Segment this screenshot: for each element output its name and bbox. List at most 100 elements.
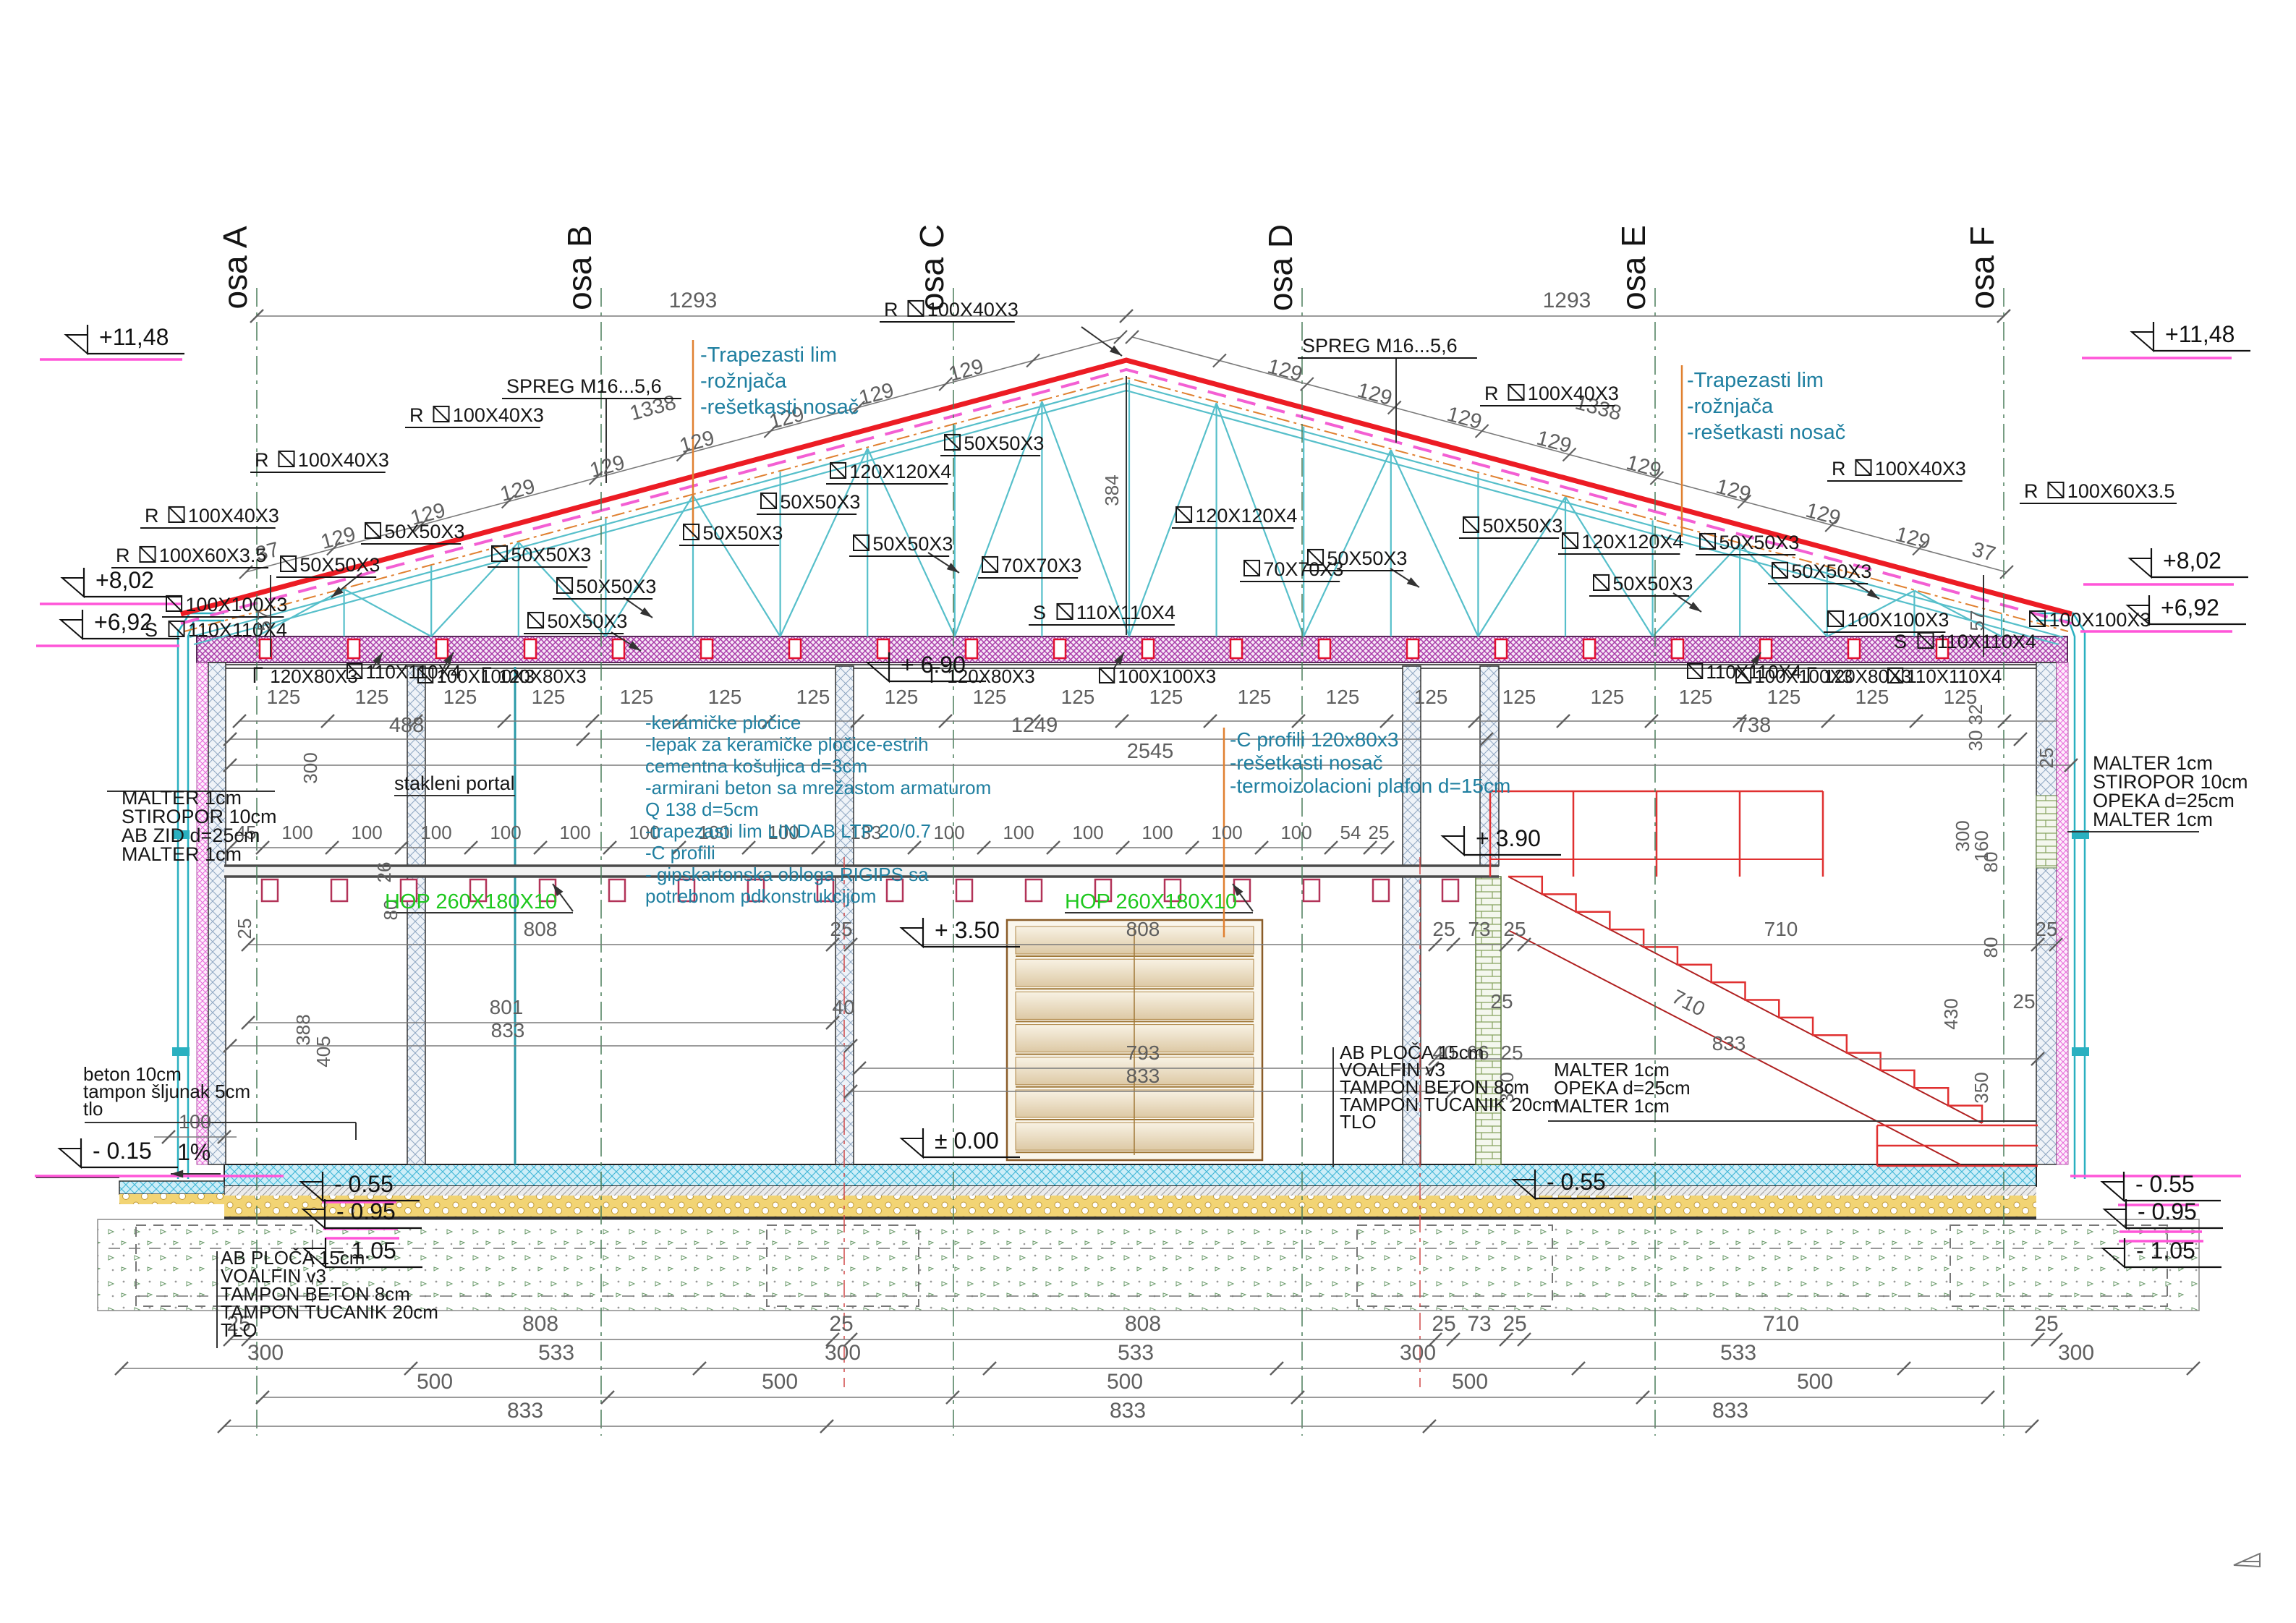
svg-text:50X50X3: 50X50X3 [1791, 561, 1871, 582]
svg-text:100X100X3: 100X100X3 [1118, 665, 1216, 687]
opeka-callout-line-0: MALTER 1cm [1554, 1059, 1670, 1081]
underband-label-4: 120X80X3 [930, 665, 1035, 687]
dim-line-5 [241, 937, 2063, 952]
exterior-apron [119, 1180, 225, 1195]
svg-text:129: 129 [318, 523, 358, 554]
room-label-4: 833 [1126, 1065, 1160, 1087]
svg-text:80: 80 [380, 900, 401, 921]
svg-text:+ 3.90: + 3.90 [1476, 825, 1541, 851]
svg-text:488: 488 [389, 714, 424, 737]
svg-text:S: S [145, 619, 158, 641]
svg-text:350: 350 [1496, 1072, 1518, 1103]
svg-text:120X120X4: 120X120X4 [1195, 505, 1297, 527]
gal-label-6: 100 [629, 822, 660, 843]
svg-text:110X110X4: 110X110X4 [1906, 665, 2002, 687]
svg-text:32: 32 [1965, 704, 1986, 725]
vdims-label-14: 430 [1940, 998, 1962, 1029]
brick-column [1475, 876, 1502, 1165]
room-label-0: 801 [490, 996, 524, 1018]
svg-text:25: 25 [2012, 990, 2035, 1013]
svg-text:R: R [1832, 458, 1846, 480]
room-label-8: 833 [1712, 1032, 1746, 1055]
truss-label-10: 100X100X3 [162, 594, 287, 618]
truss-label-26: 50X50X3 [940, 433, 1044, 456]
bot-label-17: 500 [762, 1370, 798, 1394]
right-wall [2036, 662, 2057, 1165]
level-flag-14: - 0.55 [1511, 1169, 1632, 1201]
floor-makeup-note-line-7: - gipskartonska obloga RIGIPS sa [645, 864, 929, 885]
truss-label-4: SPREG M16...5,6 [502, 375, 681, 399]
room-label-11: 25 [2012, 990, 2035, 1013]
truss-label-7: R 100X40X3 [1480, 383, 1619, 406]
slope_dims-label-3: 129 [587, 451, 627, 482]
d125-label-10: 125 [1149, 686, 1183, 708]
svg-text:833: 833 [1110, 1399, 1146, 1423]
svg-text:129: 129 [1355, 379, 1395, 410]
underband-label-1: 110X110X4 [346, 661, 461, 683]
svg-text:100: 100 [698, 822, 729, 843]
svg-text:129: 129 [1714, 475, 1753, 506]
bot-label-13: 300 [1400, 1341, 1436, 1365]
svg-text:73: 73 [1468, 918, 1490, 940]
d125-label-14: 125 [1502, 686, 1536, 708]
level-flag-16: - 0.95 [2102, 1198, 2223, 1230]
bot-label-15: 300 [2058, 1341, 2094, 1365]
vdims-label-12: 80 [1980, 852, 2002, 873]
svg-text:R: R [145, 505, 159, 527]
slope_dims-label-12: 129 [1624, 451, 1664, 482]
floor-makeup-note-line-3: -armirani beton sa mrežastom armaturom [645, 777, 991, 798]
level-flag-17: - 1.05 [2101, 1238, 2221, 1269]
dmid-label-2: 738 [1736, 714, 1771, 737]
dmid-label-1: 1249 [1011, 714, 1058, 737]
gal-label-7: 100 [698, 822, 729, 843]
svg-text:100X100X3: 100X100X3 [1847, 609, 1949, 631]
d125-label-16: 125 [1679, 686, 1713, 708]
floor-callout-right-line-2: TAMPON BETON 8cm [1340, 1076, 1529, 1098]
ceiling-note-right-line-2: -termoizolacioni plafon d=15cm [1230, 775, 1510, 797]
wall-callout-right-line-3: MALTER 1cm [2093, 809, 2213, 830]
slope_dims-label-9: 129 [1355, 379, 1395, 410]
room-label-7: 25 [1500, 1041, 1523, 1064]
svg-text:66: 66 [1466, 1041, 1489, 1064]
gal-label-5: 100 [559, 822, 590, 843]
svg-text:50X50X3: 50X50X3 [299, 554, 380, 576]
roof-membrane-line [180, 367, 2072, 625]
truss-label-20: 50X50X3 [679, 522, 783, 546]
vdims-label-9: 25 [2036, 748, 2057, 769]
svg-text:533: 533 [538, 1341, 574, 1365]
svg-text:129: 129 [1803, 499, 1843, 530]
truss-label-34: 50X50X3 [1768, 561, 1871, 584]
svg-text:100: 100 [1211, 822, 1242, 843]
bot-label-8: 25 [2034, 1312, 2058, 1336]
bot-label-0: 25 [226, 1312, 250, 1336]
room-label-5: 40 [1432, 1041, 1455, 1064]
dim-line-14 [217, 1419, 2039, 1434]
svg-text:- 1.05: - 1.05 [2136, 1238, 2195, 1264]
svg-text:100: 100 [768, 822, 799, 843]
level-flag-2: +6,92 [59, 609, 179, 641]
top_dims-label-1: 1293 [1543, 289, 1591, 312]
truss-label-27: 120X120X4 [1172, 505, 1297, 529]
floor-callout-left-line-1: VOALFIN v3 [221, 1265, 326, 1287]
level-flag-5: +6,92 [2125, 595, 2246, 626]
vdims-label-1: 57 [253, 610, 275, 631]
floor-makeup-note-line-5: -trapezasti lim LINDAB LTP 20/0.7 [645, 820, 931, 842]
svg-text:110X110X4: 110X110X4 [1076, 602, 1175, 623]
bot-label-16: 500 [417, 1370, 453, 1394]
bot-label-22: 833 [1110, 1399, 1146, 1423]
bot-label-19: 500 [1452, 1370, 1488, 1394]
svg-text:125: 125 [1502, 686, 1536, 708]
hop-joist [1441, 878, 1460, 903]
truss-label-29: 50X50X3 [1304, 548, 1407, 571]
svg-text:+6,92: +6,92 [94, 609, 153, 635]
vdims-label-3: 26 [373, 862, 395, 883]
d125-label-18: 125 [1855, 686, 1889, 708]
svg-text:300: 300 [1400, 1341, 1436, 1365]
svg-text:S: S [1033, 602, 1046, 623]
axes-lines [256, 288, 2004, 1436]
truss-label-25: S 110X110X4 [1029, 602, 1175, 626]
svg-text:110X110X4: 110X110X4 [1937, 631, 2036, 652]
truss-label-9: R 100X60X3.5 [2020, 480, 2177, 504]
